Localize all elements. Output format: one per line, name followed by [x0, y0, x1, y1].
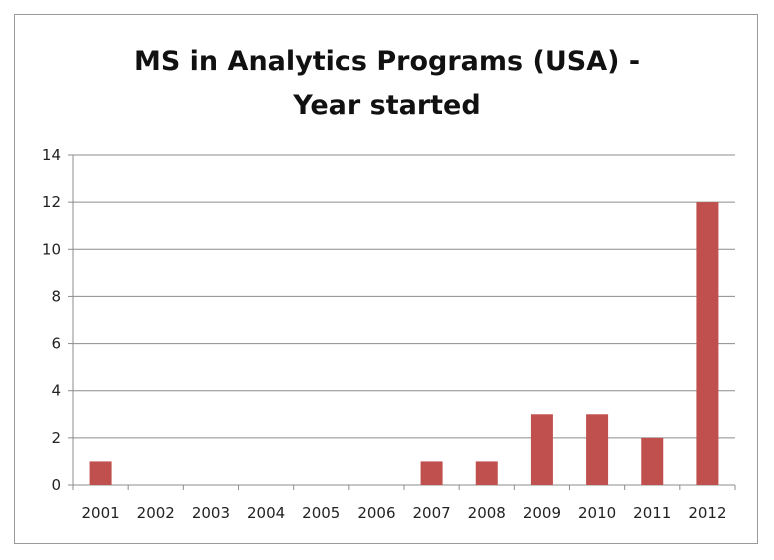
chart-title-line-2: Year started	[293, 90, 481, 121]
x-tick-label: 2003	[192, 504, 230, 522]
bar-2009	[530, 414, 553, 485]
x-tick-label: 2012	[688, 504, 726, 522]
x-tick-label: 2010	[578, 504, 616, 522]
x-tick-label: 2006	[357, 504, 395, 522]
chart-frame	[14, 14, 758, 544]
chart-title: MS in Analytics Programs (USA) - Year st…	[0, 40, 774, 128]
y-tick-label: 10	[42, 240, 61, 258]
x-tick-label: 2007	[412, 504, 450, 522]
x-tick-label: 2004	[247, 504, 285, 522]
chart-title-line-1: MS in Analytics Programs (USA) -	[133, 46, 641, 77]
x-tick-label: 2001	[81, 504, 119, 522]
bar-2007	[420, 461, 443, 485]
y-tick-label: 14	[42, 146, 61, 164]
bar-2008	[475, 461, 498, 485]
y-tick-label: 6	[51, 335, 61, 353]
bar-2012	[696, 202, 719, 485]
x-tick-label: 2011	[633, 504, 671, 522]
y-tick-label: 4	[51, 382, 61, 400]
bar-2010	[586, 414, 609, 485]
y-tick-label: 0	[51, 476, 61, 494]
x-tick-label: 2008	[468, 504, 506, 522]
bar-2001	[89, 461, 112, 485]
x-tick-label: 2005	[302, 504, 340, 522]
y-tick-label: 12	[42, 193, 61, 211]
y-tick-label: 8	[51, 287, 61, 305]
x-tick-label: 2009	[523, 504, 561, 522]
y-tick-label: 2	[51, 429, 61, 447]
x-tick-label: 2002	[137, 504, 175, 522]
bar-2011	[641, 437, 664, 485]
